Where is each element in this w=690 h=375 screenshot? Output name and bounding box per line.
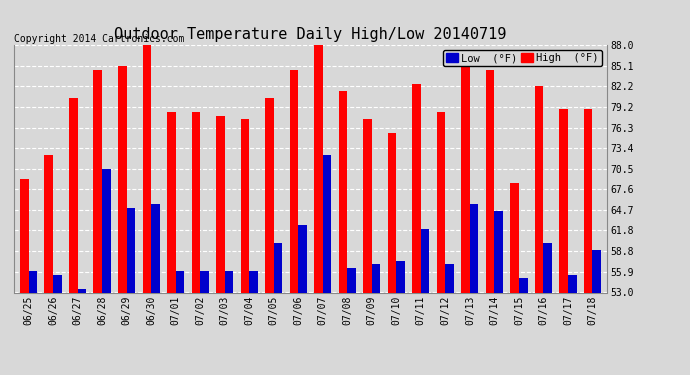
- Bar: [216, 116, 225, 292]
- Bar: [143, 45, 151, 292]
- Bar: [53, 275, 61, 292]
- Bar: [421, 229, 429, 292]
- Bar: [437, 112, 445, 292]
- Bar: [462, 65, 470, 292]
- Bar: [265, 98, 274, 292]
- Bar: [118, 66, 126, 292]
- Bar: [167, 112, 176, 292]
- Bar: [314, 45, 323, 292]
- Bar: [249, 271, 258, 292]
- Bar: [412, 84, 421, 292]
- Bar: [77, 289, 86, 292]
- Bar: [176, 271, 184, 292]
- Bar: [93, 70, 102, 292]
- Bar: [388, 134, 396, 292]
- Bar: [535, 86, 544, 292]
- Bar: [69, 98, 77, 292]
- Bar: [560, 109, 568, 292]
- Bar: [445, 264, 454, 292]
- Bar: [225, 271, 233, 292]
- Bar: [323, 154, 331, 292]
- Bar: [544, 243, 552, 292]
- Bar: [20, 179, 28, 292]
- Bar: [151, 204, 159, 292]
- Bar: [290, 70, 298, 292]
- Bar: [363, 119, 372, 292]
- Bar: [495, 211, 503, 292]
- Bar: [102, 169, 110, 292]
- Bar: [241, 119, 249, 292]
- Bar: [568, 275, 577, 292]
- Bar: [44, 154, 53, 292]
- Bar: [396, 261, 405, 292]
- Bar: [486, 70, 495, 292]
- Bar: [593, 250, 601, 292]
- Bar: [192, 112, 200, 292]
- Title: Outdoor Temperature Daily High/Low 20140719: Outdoor Temperature Daily High/Low 20140…: [115, 27, 506, 42]
- Bar: [372, 264, 380, 292]
- Bar: [298, 225, 307, 292]
- Bar: [126, 208, 135, 292]
- Bar: [28, 271, 37, 292]
- Bar: [200, 271, 209, 292]
- Bar: [511, 183, 519, 292]
- Bar: [584, 109, 593, 292]
- Bar: [519, 278, 528, 292]
- Bar: [274, 243, 282, 292]
- Legend: Low  (°F), High  (°F): Low (°F), High (°F): [442, 50, 602, 66]
- Bar: [470, 204, 478, 292]
- Text: Copyright 2014 Cartronics.com: Copyright 2014 Cartronics.com: [14, 34, 184, 44]
- Bar: [347, 268, 356, 292]
- Bar: [339, 91, 347, 292]
